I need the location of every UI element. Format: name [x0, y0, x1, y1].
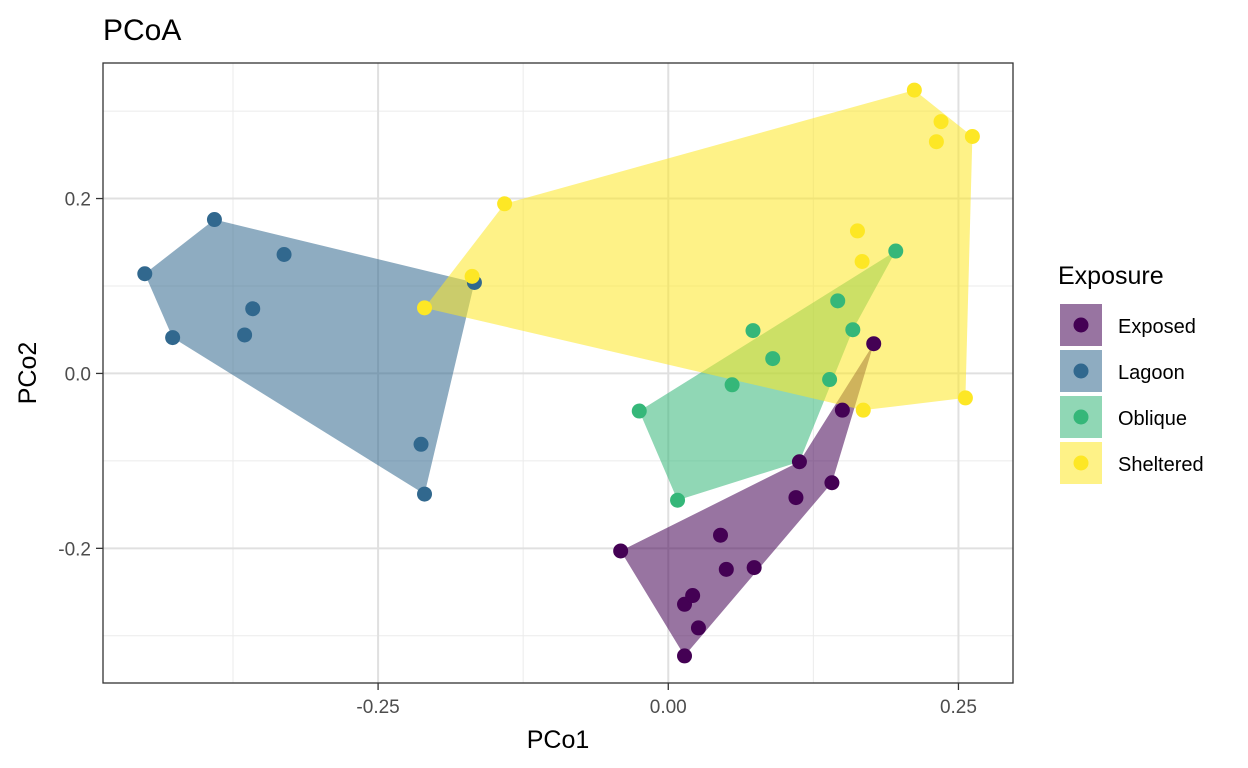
- point-oblique: [888, 243, 904, 259]
- point-oblique: [845, 322, 861, 338]
- point-exposed: [834, 402, 850, 418]
- point-exposed: [791, 454, 807, 470]
- legend-point-lagoon: [1073, 363, 1089, 379]
- point-sheltered: [849, 223, 865, 239]
- y-tick-label: -0.2: [58, 539, 91, 560]
- legend-label-lagoon: Lagoon: [1118, 362, 1185, 384]
- x-axis-ticks: -0.25 0.00 0.25: [356, 683, 977, 718]
- point-oblique: [822, 372, 838, 388]
- point-sheltered: [928, 134, 944, 150]
- point-exposed: [685, 588, 701, 604]
- point-oblique: [670, 492, 686, 508]
- x-tick-label: 0.00: [650, 697, 687, 718]
- point-lagoon: [276, 247, 292, 263]
- point-exposed: [613, 543, 629, 559]
- point-exposed: [677, 648, 693, 664]
- legend-label-sheltered: Sheltered: [1118, 454, 1204, 476]
- legend-label-oblique: Oblique: [1118, 408, 1187, 430]
- point-oblique: [631, 403, 647, 419]
- point-sheltered: [417, 300, 433, 316]
- point-exposed: [690, 620, 706, 636]
- legend-point-oblique: [1073, 409, 1089, 425]
- point-lagoon: [413, 436, 429, 452]
- point-lagoon: [165, 330, 181, 346]
- point-sheltered: [497, 196, 513, 212]
- legend-point-exposed: [1073, 317, 1089, 333]
- point-oblique: [724, 377, 740, 393]
- y-tick-label: 0.2: [65, 190, 91, 211]
- hull-lagoon: [144, 219, 475, 495]
- legend-point-sheltered: [1073, 455, 1089, 471]
- point-sheltered: [854, 254, 870, 270]
- point-sheltered: [964, 128, 980, 144]
- x-tick-label: -0.25: [356, 697, 399, 718]
- chart-title: PCoA: [103, 14, 181, 47]
- hull-sheltered: [424, 90, 973, 411]
- point-oblique: [745, 323, 761, 339]
- point-lagoon: [417, 486, 433, 502]
- point-sheltered: [464, 268, 480, 284]
- point-lagoon: [206, 212, 222, 228]
- y-axis-title: PCo2: [14, 342, 42, 405]
- legend-label-exposed: Exposed: [1118, 316, 1196, 338]
- y-tick-label: 0.0: [65, 364, 91, 385]
- hull-layer: [144, 90, 973, 656]
- point-exposed: [824, 475, 840, 491]
- point-lagoon: [237, 327, 253, 343]
- point-exposed: [746, 560, 762, 576]
- point-lagoon: [245, 301, 261, 317]
- point-oblique: [765, 351, 781, 367]
- legend-title: Exposure: [1058, 262, 1164, 290]
- legend: Exposure Exposed Lagoon Oblique Sheltered: [1058, 262, 1204, 484]
- y-axis-ticks: -0.2 0.0 0.2: [58, 190, 103, 560]
- point-exposed: [866, 336, 882, 352]
- x-axis-title: PCo1: [527, 726, 590, 754]
- point-exposed: [718, 561, 734, 577]
- hull-exposed: [620, 343, 874, 656]
- point-sheltered: [906, 82, 922, 98]
- point-oblique: [830, 293, 846, 309]
- point-sheltered: [933, 114, 949, 130]
- point-sheltered: [957, 390, 973, 406]
- point-lagoon: [137, 266, 153, 282]
- point-sheltered: [855, 402, 871, 418]
- x-tick-label: 0.25: [940, 697, 977, 718]
- point-exposed: [713, 527, 728, 543]
- point-layer: [137, 82, 980, 664]
- point-exposed: [788, 490, 804, 506]
